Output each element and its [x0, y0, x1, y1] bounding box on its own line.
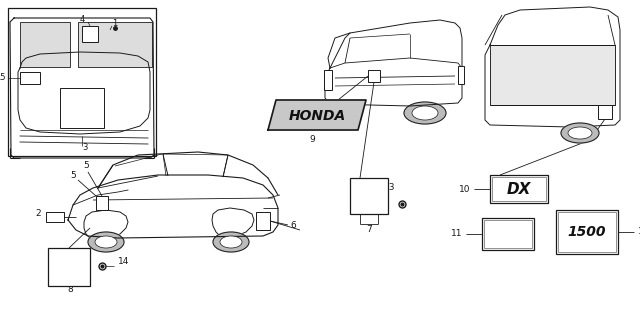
- Ellipse shape: [568, 127, 592, 139]
- Bar: [492, 177, 546, 201]
- Bar: [82, 26, 98, 42]
- Bar: [556, 210, 618, 254]
- Text: 4: 4: [79, 16, 84, 25]
- Ellipse shape: [220, 236, 242, 248]
- Bar: [78, 22, 152, 67]
- Ellipse shape: [95, 236, 117, 248]
- Text: HONDA: HONDA: [289, 109, 346, 123]
- Text: 15: 15: [0, 74, 6, 82]
- Text: DX: DX: [507, 182, 531, 197]
- Bar: [598, 105, 612, 119]
- Ellipse shape: [412, 106, 438, 120]
- Text: 1500: 1500: [568, 225, 606, 239]
- Bar: [60, 88, 104, 128]
- Text: 10: 10: [458, 184, 470, 193]
- Bar: [490, 175, 548, 203]
- Text: 7: 7: [366, 226, 372, 235]
- Bar: [368, 70, 380, 82]
- Text: 9: 9: [309, 135, 315, 144]
- Bar: [20, 72, 40, 84]
- Text: 8: 8: [67, 285, 73, 295]
- Text: 1: 1: [113, 19, 118, 28]
- Bar: [484, 220, 532, 248]
- Ellipse shape: [561, 123, 599, 143]
- Text: 5: 5: [70, 170, 76, 179]
- Bar: [256, 212, 270, 230]
- Ellipse shape: [88, 232, 124, 252]
- Polygon shape: [268, 100, 366, 130]
- Text: 14: 14: [118, 256, 129, 266]
- Text: 3: 3: [83, 144, 88, 153]
- Ellipse shape: [404, 102, 446, 124]
- Text: 2: 2: [35, 209, 41, 218]
- Bar: [350, 178, 388, 214]
- Bar: [46, 212, 64, 222]
- Bar: [490, 45, 615, 105]
- Bar: [8, 8, 156, 156]
- Bar: [482, 218, 534, 250]
- Text: 13: 13: [384, 183, 396, 193]
- Text: 11: 11: [451, 230, 462, 238]
- Ellipse shape: [213, 232, 249, 252]
- Bar: [96, 196, 108, 210]
- Bar: [458, 66, 464, 84]
- Bar: [20, 22, 70, 67]
- Bar: [324, 70, 332, 90]
- Bar: [48, 248, 90, 286]
- Text: 5: 5: [83, 162, 89, 170]
- Text: 12: 12: [638, 227, 640, 236]
- Text: 6: 6: [290, 221, 296, 230]
- Bar: [558, 212, 616, 252]
